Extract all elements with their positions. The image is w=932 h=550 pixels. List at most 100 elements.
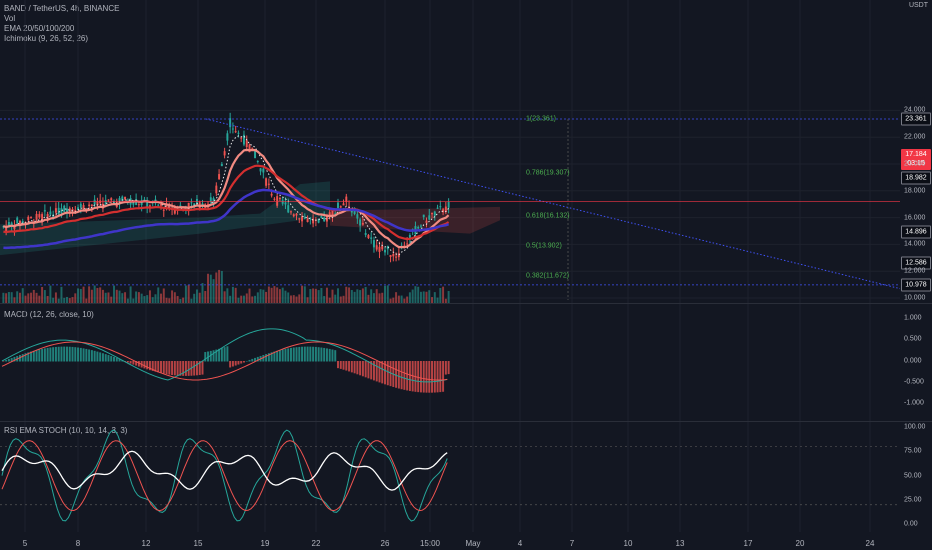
volume-bar — [406, 296, 409, 303]
volume-bar — [397, 295, 400, 303]
candle-body — [350, 209, 353, 213]
price-level-tag: 18.982 — [901, 171, 931, 185]
volume-bar — [79, 288, 82, 303]
volume-bar — [267, 286, 270, 303]
chart-canvas[interactable] — [0, 0, 900, 532]
candle-body — [317, 218, 320, 223]
volume-bar — [312, 288, 315, 303]
volume-bar — [331, 289, 334, 303]
volume-bar — [226, 288, 229, 303]
macd-histogram-bar — [331, 349, 334, 362]
macd-axis[interactable] — [900, 304, 932, 421]
volume-bar — [353, 291, 356, 303]
macd-indicator-label[interactable]: MACD (12, 26, close, 10) — [4, 310, 94, 319]
macd-histogram-bar — [384, 361, 386, 385]
candle-body — [49, 211, 52, 215]
volume-bar — [165, 297, 168, 303]
trend-line — [205, 118, 900, 290]
candle-body — [298, 218, 301, 220]
volume-bar — [41, 286, 44, 303]
candle-body — [121, 196, 124, 202]
macd-histogram-bar — [245, 360, 248, 362]
macd-histogram-bar — [278, 350, 281, 362]
candle-body — [223, 151, 226, 156]
rsi-indicator-label[interactable]: RSI EMA STOCH (10, 10, 14, 3, 3) — [4, 426, 128, 435]
macd-histogram-bar — [27, 352, 30, 362]
volume-bar — [99, 287, 102, 303]
candle-body — [187, 202, 190, 210]
macd-histogram-bar — [215, 349, 218, 362]
macd-histogram-bar — [99, 352, 102, 362]
volume-bar — [218, 269, 221, 303]
volume-bar — [193, 293, 196, 303]
rsi-axis[interactable] — [900, 422, 932, 532]
candle-body — [392, 254, 395, 257]
volume-bar — [254, 295, 257, 303]
volume-bar — [38, 295, 41, 303]
macd-histogram-bar — [52, 347, 55, 362]
candle-body — [331, 210, 334, 217]
ichimoku-indicator-label[interactable]: Ichimoku (9, 26, 52, 26) — [4, 34, 89, 43]
macd-histogram-bar — [361, 361, 364, 377]
macd-histogram-bar — [290, 347, 292, 362]
macd-histogram-bar — [182, 361, 185, 376]
drawing-lines — [0, 118, 900, 300]
candle-body — [447, 201, 450, 208]
macd-histogram-bar — [176, 361, 179, 376]
macd-histogram-bar — [54, 346, 57, 362]
volume-bar — [287, 292, 290, 303]
macd-histogram-bar — [90, 350, 93, 362]
macd-histogram-bar — [101, 353, 104, 362]
macd-histogram-bar — [251, 358, 254, 362]
volume-bar — [168, 298, 171, 303]
volume-bar — [442, 286, 445, 303]
macd-histogram-bar — [118, 358, 121, 362]
macd-histogram-bar — [41, 348, 44, 362]
macd-histogram-bar — [295, 347, 298, 362]
candle-body — [281, 200, 284, 204]
macd-histogram-bar — [348, 361, 351, 372]
volume-bar — [162, 288, 165, 303]
candle-body — [301, 216, 304, 222]
macd-histogram-bar — [284, 348, 287, 362]
volume-bar — [384, 285, 386, 303]
candle-body — [323, 217, 326, 222]
volume-bar — [198, 292, 201, 303]
volume-bar — [154, 294, 157, 303]
macd-histogram-bar — [309, 346, 312, 362]
macd-histogram-bar — [204, 352, 207, 362]
time-axis[interactable]: 5 8 12 15 19 22 26 15:00 May 4 7 10 13 17 20 24 — [0, 532, 900, 550]
candle-body — [162, 209, 165, 211]
candle-body — [27, 216, 30, 221]
volume-bar — [292, 295, 295, 303]
rsi-ema-line — [1, 450, 448, 491]
candle-body — [43, 210, 46, 212]
macd-histogram-bar — [287, 348, 290, 362]
time-label: 15:00 — [419, 539, 441, 548]
macd-histogram-bar — [207, 351, 210, 362]
volume-bar — [395, 292, 398, 303]
fib-level-label: 0.382(11.672) — [526, 272, 570, 280]
macd-histogram-bar — [171, 361, 174, 376]
macd-histogram-bar — [359, 361, 362, 376]
macd-histogram-bar — [198, 361, 201, 375]
macd-histogram-bar — [337, 361, 339, 369]
candle-body — [273, 198, 276, 200]
macd-histogram-bar — [328, 348, 331, 362]
rsi-tick: 25.00 — [904, 496, 922, 504]
fib-level-label: 0.786(19.307) — [526, 169, 570, 177]
volume-bar — [151, 297, 154, 303]
volume-bar — [259, 289, 262, 303]
candle-body — [140, 201, 143, 206]
symbol-title[interactable]: BAND / TetherUS, 4h, BINANCE — [4, 4, 120, 13]
price-level-tag: 14.896 — [901, 225, 931, 239]
volume-bar — [115, 289, 118, 303]
macd-histogram-bar — [2, 361, 5, 362]
candle-body — [248, 144, 251, 153]
macd-histogram-bar — [66, 346, 68, 362]
vol-indicator-label[interactable]: Vol — [4, 14, 16, 23]
candle-body — [79, 203, 82, 208]
ema-indicator-label[interactable]: EMA 20/50/100/200 — [4, 24, 75, 33]
volume-bar — [306, 297, 309, 303]
candle-body — [190, 202, 193, 204]
